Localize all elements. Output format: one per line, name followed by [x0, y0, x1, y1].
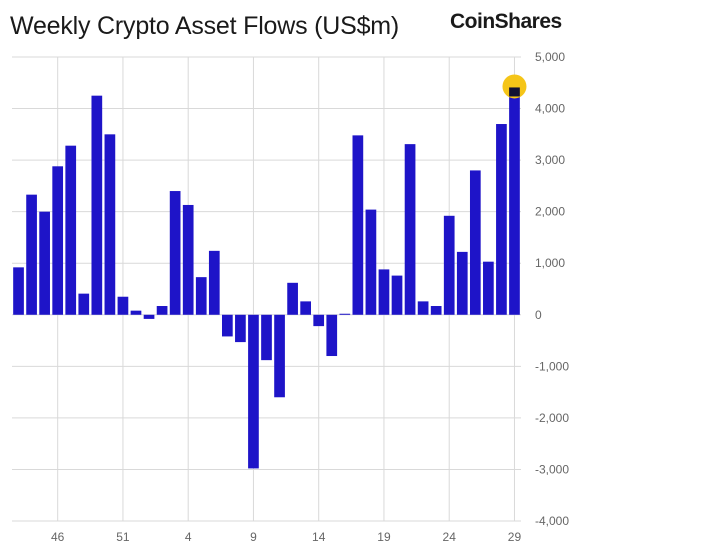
bar	[78, 293, 90, 315]
bar	[13, 267, 24, 315]
bar	[91, 95, 103, 315]
bar	[365, 209, 377, 315]
bar	[391, 275, 403, 315]
bar	[143, 314, 155, 319]
bar	[117, 296, 129, 315]
y-tick-label: -2,000	[535, 411, 569, 425]
bar	[26, 194, 37, 315]
x-tick-label: 29	[508, 530, 522, 544]
x-tick-label: 14	[312, 530, 326, 544]
highlight-marker	[502, 74, 527, 99]
bar	[156, 306, 168, 315]
bar	[378, 269, 390, 315]
highlight-bar-cap	[509, 87, 520, 97]
x-tick-label: 4	[185, 530, 192, 544]
x-tick-label: 9	[250, 530, 257, 544]
chart-title: Weekly Crypto Asset Flows (US$m)	[10, 12, 400, 40]
x-tick-label: 51	[116, 530, 130, 544]
bar	[248, 314, 259, 469]
bar	[169, 191, 181, 315]
y-tick-label: 0	[535, 308, 542, 322]
bar	[130, 310, 142, 315]
bar	[300, 301, 312, 315]
y-tick-label: -4,000	[535, 514, 569, 528]
y-tick-label: 1,000	[535, 256, 565, 270]
bar	[52, 166, 64, 315]
bar	[39, 211, 50, 315]
y-tick-label: 2,000	[535, 205, 565, 219]
bar	[65, 145, 77, 315]
coinshares-logo: CoinShares	[450, 10, 562, 33]
y-tick-label: 5,000	[535, 50, 565, 64]
bar	[208, 250, 220, 315]
bar	[182, 204, 194, 315]
bar	[496, 124, 507, 315]
bar	[509, 88, 520, 315]
bar	[339, 313, 351, 315]
bar	[221, 314, 233, 337]
y-tick-label: -3,000	[535, 462, 569, 476]
x-tick-label: 24	[443, 530, 457, 544]
bar	[417, 301, 429, 315]
bar	[456, 251, 468, 315]
y-tick-label: 4,000	[535, 102, 565, 116]
x-tick-label: 19	[377, 530, 391, 544]
bar	[235, 314, 246, 343]
bar	[404, 144, 416, 315]
bar	[261, 314, 272, 361]
bar	[104, 134, 116, 315]
bar	[469, 170, 481, 315]
x-tick-label: 46	[51, 530, 65, 544]
bar	[287, 282, 298, 315]
bar	[430, 306, 442, 315]
bar	[443, 215, 455, 315]
y-tick-label: -1,000	[535, 359, 569, 373]
bar	[195, 277, 207, 315]
y-tick-label: 3,000	[535, 153, 565, 167]
bar	[274, 314, 285, 398]
bar	[483, 261, 494, 315]
bar	[326, 314, 338, 357]
bar	[313, 314, 325, 327]
bar	[352, 135, 364, 315]
